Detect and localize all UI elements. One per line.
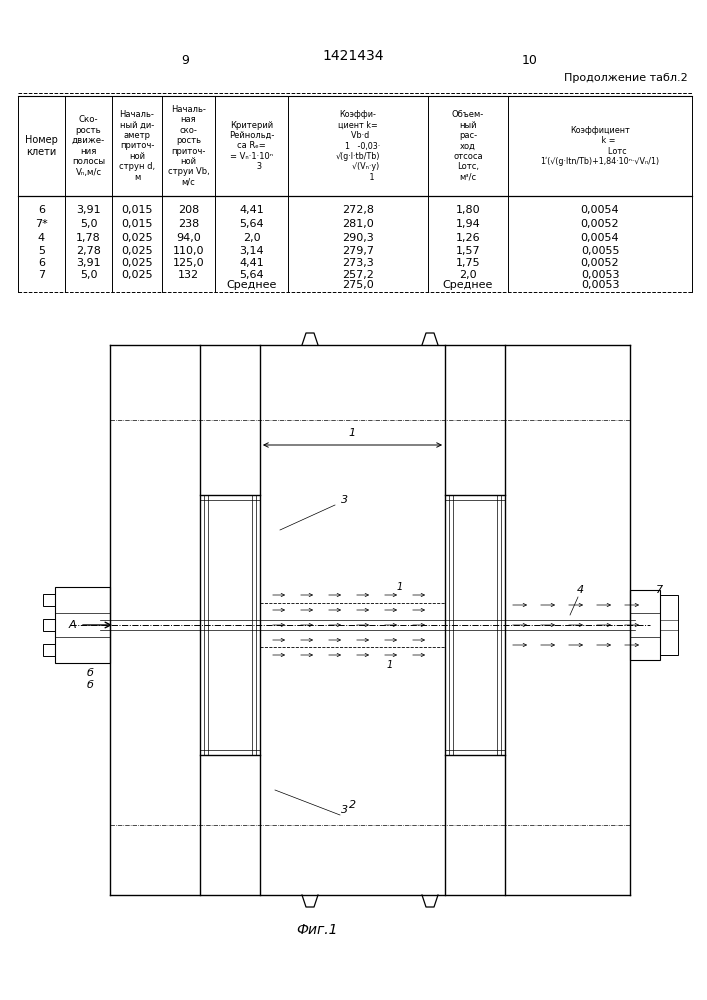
Text: 281,0: 281,0 [342, 219, 374, 229]
Text: 238: 238 [178, 219, 199, 229]
Text: Ско-
рость
движе-
ния
полосы
Vₙ,м/с: Ско- рость движе- ния полосы Vₙ,м/с [72, 115, 105, 176]
Text: 272,8: 272,8 [342, 205, 374, 215]
Text: Началь-
ная
ско-
рость
приточ-
ной
струи Vb,
м/с: Началь- ная ско- рость приточ- ной струи… [168, 105, 209, 187]
Bar [43, 594, 55, 606]
Bar [43, 619, 55, 631]
Text: 7*: 7* [35, 219, 48, 229]
Text: 7: 7 [656, 585, 664, 595]
Text: 5,64: 5,64 [239, 219, 264, 229]
Text: 4,41: 4,41 [239, 205, 264, 215]
Text: 5,0: 5,0 [80, 270, 98, 280]
Text: 125,0: 125,0 [173, 258, 204, 268]
Text: 279,7: 279,7 [342, 246, 374, 256]
Text: 1,94: 1,94 [455, 219, 480, 229]
Text: Продолжение табл.2: Продолжение табл.2 [564, 73, 688, 83]
Text: 275,0: 275,0 [342, 280, 374, 290]
Text: 4,41: 4,41 [239, 258, 264, 268]
Text: 10: 10 [522, 53, 538, 66]
Text: 0,0052: 0,0052 [580, 219, 619, 229]
Text: б: б [86, 680, 93, 690]
Text: 1: 1 [349, 428, 356, 438]
Text: б: б [86, 668, 93, 678]
Text: 5,0: 5,0 [80, 219, 98, 229]
Text: 1,57: 1,57 [456, 246, 480, 256]
Text: 2,0: 2,0 [459, 270, 477, 280]
Text: 94,0: 94,0 [176, 233, 201, 243]
Text: 9: 9 [181, 53, 189, 66]
Text: 0,025: 0,025 [121, 233, 153, 243]
Text: Коэффи-
циент k=
  Vb·d
    1   -0,03·
√(g·l·tb/Tb)
      √(Vₙ·y)
           1: Коэффи- циент k= Vb·d 1 -0,03· √(g·l·tb/… [335, 110, 380, 182]
Text: 0,0053: 0,0053 [580, 270, 619, 280]
Text: 2,0: 2,0 [243, 233, 260, 243]
Text: 2: 2 [349, 800, 356, 810]
Text: 6: 6 [38, 258, 45, 268]
Text: 1,75: 1,75 [456, 258, 480, 268]
Text: 290,3: 290,3 [342, 233, 374, 243]
Bar [660, 595, 678, 655]
Text: 3,14: 3,14 [239, 246, 264, 256]
Text: 257,2: 257,2 [342, 270, 374, 280]
Text: Номер
клети: Номер клети [25, 135, 58, 157]
Text: Среднее: Среднее [443, 280, 493, 290]
Text: 110,0: 110,0 [173, 246, 204, 256]
Text: 6: 6 [38, 205, 45, 215]
Text: 0,0055: 0,0055 [580, 246, 619, 256]
Bar [43, 644, 55, 656]
Text: 3,91: 3,91 [76, 258, 101, 268]
Text: 1: 1 [387, 660, 393, 670]
Text: 208: 208 [178, 205, 199, 215]
Text: 0,015: 0,015 [121, 205, 153, 215]
Text: 0,025: 0,025 [121, 258, 153, 268]
Bar [55, 587, 110, 663]
Text: 0,0053: 0,0053 [580, 280, 619, 290]
Text: 4: 4 [38, 233, 45, 243]
Text: Началь-
ный ди-
аметр
приточ-
ной
струн d,
м: Началь- ный ди- аметр приточ- ной струн … [119, 110, 155, 182]
Text: 5,64: 5,64 [239, 270, 264, 280]
Text: 1421434: 1421434 [322, 49, 384, 63]
Bar [630, 590, 660, 660]
Text: 4: 4 [576, 585, 583, 595]
Text: 1,80: 1,80 [456, 205, 480, 215]
Text: 0,0054: 0,0054 [580, 233, 619, 243]
Text: 0,025: 0,025 [121, 246, 153, 256]
Text: Среднее: Среднее [226, 280, 276, 290]
Text: 0,0054: 0,0054 [580, 205, 619, 215]
Text: Фиг.1: Фиг.1 [296, 923, 338, 937]
Text: 2,78: 2,78 [76, 246, 101, 256]
Text: 5: 5 [38, 246, 45, 256]
Text: Объем-
ный
рас-
ход
отсоса
Lотс,
м³/с: Объем- ный рас- ход отсоса Lотс, м³/с [452, 110, 484, 182]
Text: 0,0052: 0,0052 [580, 258, 619, 268]
Text: 3: 3 [341, 805, 349, 815]
Text: 132: 132 [178, 270, 199, 280]
Text: A: A [68, 620, 76, 630]
Text: 1,26: 1,26 [456, 233, 480, 243]
Text: Критерий
Рейнольд-
са Rₑ=
= Vₙ·1·10ⁿ
      3: Критерий Рейнольд- са Rₑ= = Vₙ·1·10ⁿ 3 [229, 121, 274, 171]
Text: 3: 3 [341, 495, 349, 505]
Text: 1,78: 1,78 [76, 233, 101, 243]
Text: Коэффициент
       k =
              Lотс
1ʹ(√(g·ltn/Tb)+1,84·10ⁿ·√Vₙ/1): Коэффициент k = Lотс 1ʹ(√(g·ltn/Tb)+1,84… [540, 126, 660, 166]
Text: 3,91: 3,91 [76, 205, 101, 215]
Text: 0,025: 0,025 [121, 270, 153, 280]
Text: 273,3: 273,3 [342, 258, 374, 268]
Text: 7: 7 [38, 270, 45, 280]
Text: 0,015: 0,015 [121, 219, 153, 229]
Text: 1: 1 [397, 582, 403, 592]
